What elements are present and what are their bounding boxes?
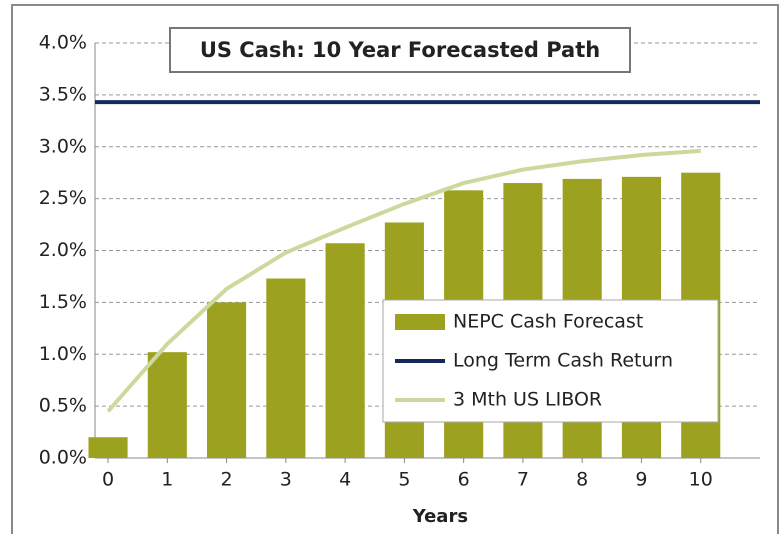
bar xyxy=(325,243,365,458)
x-tick-label: 1 xyxy=(161,469,173,491)
line xyxy=(106,148,701,413)
bar xyxy=(88,437,128,458)
x-tick-label: 6 xyxy=(458,469,470,491)
y-tick-label: 3.0% xyxy=(39,135,87,157)
legend-label: Long Term Cash Return xyxy=(453,350,673,372)
y-tick-label: 0.0% xyxy=(39,447,87,469)
bar xyxy=(207,302,247,458)
legend-label: 3 Mth US LIBOR xyxy=(453,389,602,411)
x-axis-label: Years xyxy=(412,506,468,527)
x-tick-label: 7 xyxy=(517,469,529,491)
legend-label: NEPC Cash Forecast xyxy=(453,311,643,333)
x-tick-label: 5 xyxy=(398,469,410,491)
x-tick-label: 0 xyxy=(102,469,114,491)
bar xyxy=(266,278,306,458)
x-tick-label: 3 xyxy=(280,469,292,491)
x-tick-label: 2 xyxy=(221,469,233,491)
y-tick-label: 1.0% xyxy=(39,343,87,365)
x-tick-label: 4 xyxy=(339,469,351,491)
legend-swatch xyxy=(395,314,445,330)
y-tick-label: 2.0% xyxy=(39,239,87,261)
x-tick-label: 8 xyxy=(576,469,588,491)
x-tick-label: 9 xyxy=(635,469,647,491)
y-tick-label: 0.5% xyxy=(39,395,87,417)
title-box xyxy=(169,27,631,73)
y-tick-label: 3.5% xyxy=(39,83,87,105)
bar xyxy=(147,352,187,458)
y-tick-label: 4.0% xyxy=(39,32,87,54)
chart-title: US Cash: 10 Year Forecasted Path xyxy=(200,38,600,62)
x-tick-label: 10 xyxy=(689,469,713,491)
y-tick-label: 2.5% xyxy=(39,187,87,209)
y-tick-label: 1.5% xyxy=(39,291,87,313)
